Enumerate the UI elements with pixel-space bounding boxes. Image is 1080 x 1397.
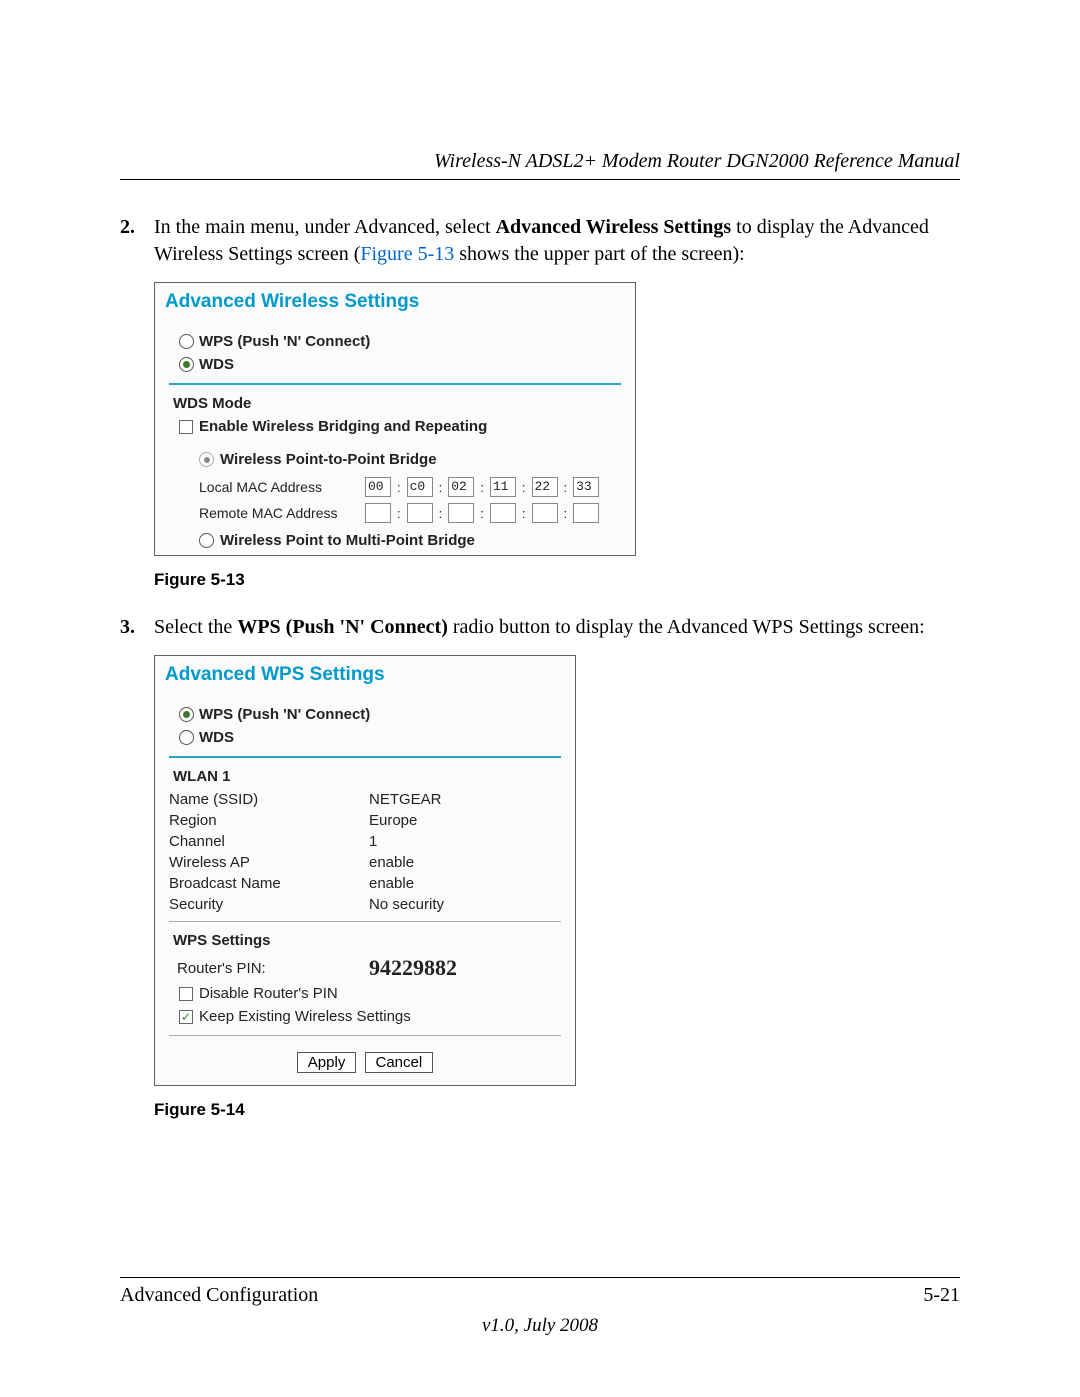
cancel-button[interactable]: Cancel (365, 1052, 434, 1073)
remote-mac-2[interactable] (448, 503, 474, 523)
panel1-title: Advanced Wireless Settings (155, 283, 635, 323)
pmp-radio-icon[interactable] (199, 533, 214, 548)
step-3-pre: Select the (154, 616, 237, 638)
disable-pin-checkbox[interactable] (179, 987, 193, 1001)
page-header: Wireless-N ADSL2+ Modem Router DGN2000 R… (120, 150, 960, 180)
step-2-bold: Advanced Wireless Settings (496, 216, 732, 238)
remote-mac-label: Remote MAC Address (199, 505, 359, 521)
ptp-bridge-row[interactable]: Wireless Point-to-Point Bridge (199, 449, 621, 474)
radio-wps-label: WPS (Push 'N' Connect) (199, 333, 370, 350)
wlan1-label: WLAN 1 (169, 764, 561, 789)
footer-left: Advanced Configuration (120, 1284, 318, 1307)
remote-mac-1[interactable] (407, 503, 433, 523)
disable-pin-row[interactable]: Disable Router's PIN (169, 983, 561, 1006)
remote-mac-3[interactable] (490, 503, 516, 523)
step-3-post: radio button to display the Advanced WPS… (448, 616, 925, 638)
enable-bridging-label: Enable Wireless Bridging and Repeating (199, 418, 487, 435)
wps-settings-label: WPS Settings (169, 928, 561, 953)
step-3-number: 3. (120, 614, 154, 641)
pin-value: 94229882 (369, 955, 457, 981)
enable-bridging-checkbox[interactable] (179, 420, 193, 434)
row-ssid-value: NETGEAR (369, 791, 442, 808)
figure-5-13-caption: Figure 5-13 (154, 570, 960, 590)
row-security: SecurityNo security (169, 894, 561, 915)
screenshot-advanced-wireless: Advanced Wireless Settings WPS (Push 'N'… (154, 282, 636, 556)
radio-wps-icon[interactable] (179, 334, 194, 349)
figure-5-14-caption: Figure 5-14 (154, 1100, 960, 1120)
ptp-label: Wireless Point-to-Point Bridge (220, 451, 437, 468)
row-channel: Channel1 (169, 831, 561, 852)
p2-radio-wds-row[interactable]: WDS (169, 727, 561, 750)
radio-wds-row[interactable]: WDS (169, 354, 621, 377)
wds-mode-label: WDS Mode (169, 391, 621, 416)
remote-mac-5[interactable] (573, 503, 599, 523)
p2-radio-wps-label: WPS (Push 'N' Connect) (199, 706, 370, 723)
row-ssid-label: Name (SSID) (169, 791, 369, 808)
keep-settings-label: Keep Existing Wireless Settings (199, 1008, 411, 1025)
step-2-post: shows the upper part of the screen): (454, 243, 744, 265)
local-mac-4[interactable]: 22 (532, 477, 558, 497)
step-2-number: 2. (120, 214, 154, 268)
screenshot-advanced-wps: Advanced WPS Settings WPS (Push 'N' Conn… (154, 655, 576, 1086)
row-wireless-ap: Wireless APenable (169, 852, 561, 873)
p2-thin-sep (169, 921, 561, 922)
row-wireless-ap-label: Wireless AP (169, 854, 369, 871)
step-2-pre: In the main menu, under Advanced, select (154, 216, 496, 238)
row-broadcast-label: Broadcast Name (169, 875, 369, 892)
row-broadcast: Broadcast Nameenable (169, 873, 561, 894)
p2-radio-wds-icon[interactable] (179, 730, 194, 745)
pin-label: Router's PIN: (169, 960, 369, 977)
disable-pin-label: Disable Router's PIN (199, 985, 338, 1002)
row-security-value: No security (369, 896, 444, 913)
p2-radio-wps-row[interactable]: WPS (Push 'N' Connect) (169, 704, 561, 727)
radio-wps-row[interactable]: WPS (Push 'N' Connect) (169, 331, 621, 354)
row-broadcast-value: enable (369, 875, 414, 892)
row-ssid: Name (SSID)NETGEAR (169, 789, 561, 810)
radio-wds-icon[interactable] (179, 357, 194, 372)
step-3: 3. Select the WPS (Push 'N' Connect) rad… (120, 614, 960, 641)
footer-rule (120, 1277, 960, 1278)
local-mac-2[interactable]: 02 (448, 477, 474, 497)
row-wireless-ap-value: enable (369, 854, 414, 871)
keep-settings-checkbox[interactable]: ✓ (179, 1010, 193, 1024)
local-mac-row: Local MAC Address 00: c0: 02: 11: 22: 33 (199, 474, 621, 500)
row-pin: Router's PIN: 94229882 (169, 953, 561, 983)
row-channel-value: 1 (369, 833, 377, 850)
p2-radio-wds-label: WDS (199, 729, 234, 746)
local-mac-3[interactable]: 11 (490, 477, 516, 497)
panel2-title: Advanced WPS Settings (155, 656, 575, 696)
row-security-label: Security (169, 896, 369, 913)
p2-thin-sep-2 (169, 1035, 561, 1036)
remote-mac-4[interactable] (532, 503, 558, 523)
pmp-label: Wireless Point to Multi-Point Bridge (220, 532, 475, 549)
pmp-bridge-row[interactable]: Wireless Point to Multi-Point Bridge (199, 526, 621, 555)
row-region-value: Europe (369, 812, 417, 829)
local-mac-1[interactable]: c0 (407, 477, 433, 497)
step-3-bold: WPS (Push 'N' Connect) (237, 616, 448, 638)
row-channel-label: Channel (169, 833, 369, 850)
step-3-text: Select the WPS (Push 'N' Connect) radio … (154, 614, 960, 641)
separator (169, 383, 621, 385)
local-mac-0[interactable]: 00 (365, 477, 391, 497)
row-region: RegionEurope (169, 810, 561, 831)
footer-right: 5-21 (923, 1284, 960, 1307)
local-mac-5[interactable]: 33 (573, 477, 599, 497)
row-region-label: Region (169, 812, 369, 829)
p2-radio-wps-icon[interactable] (179, 707, 194, 722)
enable-bridging-row[interactable]: Enable Wireless Bridging and Repeating (169, 416, 621, 439)
apply-button[interactable]: Apply (297, 1052, 357, 1073)
ptp-radio-icon[interactable] (199, 452, 214, 467)
remote-mac-row: Remote MAC Address : : : : : (199, 500, 621, 526)
remote-mac-0[interactable] (365, 503, 391, 523)
p2-separator (169, 756, 561, 758)
radio-wds-label: WDS (199, 356, 234, 373)
local-mac-label: Local MAC Address (199, 479, 359, 495)
step-2: 2. In the main menu, under Advanced, sel… (120, 214, 960, 268)
figure-link-5-13[interactable]: Figure 5-13 (360, 243, 454, 265)
step-2-text: In the main menu, under Advanced, select… (154, 214, 960, 268)
footer-version: v1.0, July 2008 (120, 1315, 960, 1337)
keep-settings-row[interactable]: ✓ Keep Existing Wireless Settings (169, 1006, 561, 1029)
